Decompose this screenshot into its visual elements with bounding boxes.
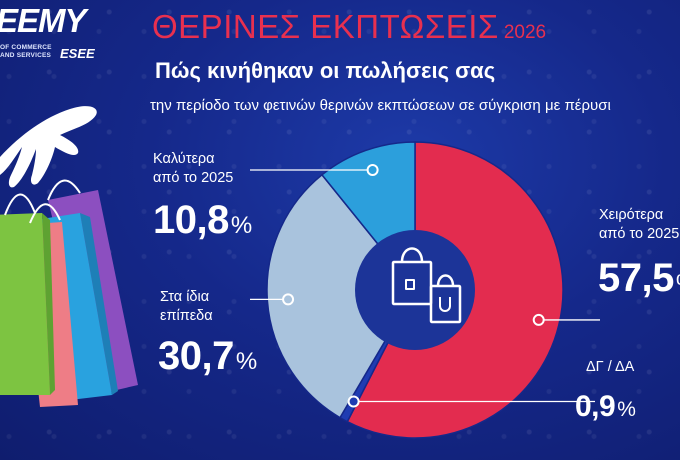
headline: ΘΕΡΙΝΕΣ ΕΚΠΤΩΣΕΙΣ 2026: [152, 8, 546, 46]
logo-subtext: OF COMMERCE AND SERVICES: [0, 44, 52, 59]
label-na-line-1: ΔΓ / ΔΑ: [586, 359, 635, 375]
logo-main-text: EEMY: [0, 2, 87, 39]
value-na: 0,9%: [575, 390, 636, 424]
donut-center: [355, 230, 475, 350]
headline-year: 2026: [503, 22, 547, 43]
value-na-unit: %: [617, 398, 636, 421]
headline-title: ΘΕΡΙΝΕΣ ΕΚΠΤΩΣΕΙΣ: [152, 8, 499, 45]
pointer-dot-same: [282, 293, 295, 306]
pointer-dot-na: [347, 395, 360, 408]
bag-handles: [4, 179, 81, 224]
value-worse-unit: %: [676, 270, 680, 297]
value-worse: 57,5%: [598, 256, 680, 301]
label-na: ΔΓ / ΔΑ: [586, 358, 634, 377]
organization-logo: EEMY OF COMMERCE AND SERVICES ESEE: [0, 2, 100, 64]
value-better: 10,8%: [153, 198, 252, 243]
chart-description: την περίοδο των φετινών θερινών εκπτώσεω…: [150, 97, 611, 114]
label-same-line-1: Στα ίδια: [160, 289, 210, 305]
label-worse-line-2: από το 2025: [599, 226, 680, 242]
value-same-unit: %: [235, 348, 257, 375]
label-worse-line-1: Χειρότερα: [599, 207, 664, 223]
value-same: 30,7%: [158, 334, 257, 379]
label-better-line-2: από το 2025: [153, 170, 234, 186]
shopping-bag-green: [0, 213, 55, 395]
label-same-line-2: επίπεδα: [160, 308, 213, 324]
value-na-number: 0,9: [575, 390, 616, 423]
label-worse: Χειρότερα από το 2025: [599, 206, 679, 244]
label-same: Στα ίδια επίπεδα: [160, 288, 213, 326]
hand-with-shopping-bags-illustration: [0, 106, 138, 407]
value-better-number: 10,8: [153, 198, 229, 242]
value-same-number: 30,7: [158, 334, 234, 378]
label-pointers: [250, 163, 600, 408]
logo-esee-text: ESEE: [60, 46, 95, 61]
label-better: Καλύτερα από το 2025: [153, 150, 233, 188]
chart-subtitle: Πώς κινήθηκαν οι πωλήσεις σας: [155, 58, 496, 83]
pointer-dot-worse: [532, 313, 545, 326]
shopping-bags-icon: [391, 247, 462, 324]
pointer-dot-better: [366, 163, 379, 176]
hand-icon: [0, 106, 97, 188]
value-better-unit: %: [230, 212, 252, 239]
label-better-line-1: Καλύτερα: [153, 151, 215, 167]
value-worse-number: 57,5: [598, 256, 674, 300]
